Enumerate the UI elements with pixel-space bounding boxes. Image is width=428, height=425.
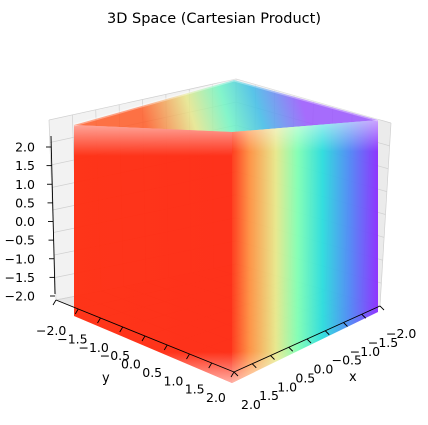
x-tick-mark bbox=[251, 363, 257, 369]
y-tick-mark bbox=[52, 299, 57, 306]
y-tick-label: 0.5 bbox=[142, 365, 162, 380]
x-tick-label: −1.5 bbox=[368, 335, 398, 350]
z-tick-label: −0.5 bbox=[5, 233, 35, 248]
x-tick-label: −0.5 bbox=[332, 353, 362, 368]
x-tick-label: 1.0 bbox=[277, 379, 297, 394]
cube-right-fade bbox=[232, 120, 378, 383]
y-tick-mark bbox=[186, 353, 190, 360]
y-tick-mark bbox=[97, 317, 101, 324]
y-tick-mark bbox=[230, 371, 235, 378]
z-tick-label: 0.5 bbox=[15, 195, 35, 210]
x-tick-label: 2.0 bbox=[241, 397, 261, 412]
y-tick-mark bbox=[74, 308, 79, 315]
z-tick-label: 2.0 bbox=[15, 140, 35, 155]
axis-lines bbox=[46, 135, 385, 378]
y-tick-label: −2.0 bbox=[36, 323, 66, 338]
z-axis-line bbox=[50, 135, 56, 295]
y-tick-label: 1.0 bbox=[164, 373, 184, 388]
y-tick-label: 1.5 bbox=[185, 382, 205, 397]
y-tick-label: 2.0 bbox=[206, 390, 226, 405]
cube-top-edge-fade bbox=[73, 78, 379, 127]
x-tick-label: 1.5 bbox=[259, 388, 279, 403]
x-tick-label: 0.0 bbox=[314, 362, 334, 377]
z-tick-label: −1.0 bbox=[5, 251, 35, 266]
x-tick-mark bbox=[288, 346, 294, 352]
grid-line-right-v bbox=[379, 122, 392, 307]
x-tick-mark bbox=[324, 330, 330, 336]
y-tick-mark bbox=[141, 335, 146, 342]
z-tick-label: 1.0 bbox=[15, 177, 35, 192]
y-tick-mark bbox=[119, 326, 124, 333]
z-tick-labels: −2.0 −1.5 −1.0 −0.5 0.0 0.5 1.0 1.5 2.0 bbox=[5, 140, 35, 304]
x-tick-label: 0.5 bbox=[295, 370, 315, 385]
y-tick-mark bbox=[208, 362, 213, 369]
x-axis-label: x bbox=[349, 370, 357, 385]
z-tick-label: −2.0 bbox=[5, 289, 35, 304]
z-tick-label: −1.5 bbox=[5, 270, 35, 285]
z-tick-label: 1.5 bbox=[15, 158, 35, 173]
y-tick-label: −1.5 bbox=[57, 331, 87, 346]
y-tick-labels: −2.0−1.5−1.0−0.50.00.51.01.52.0 bbox=[36, 323, 226, 405]
chart-title: 3D Space (Cartesian Product) bbox=[107, 11, 321, 27]
x-tick-labels: −2.0−1.5−1.0−0.50.00.51.01.52.0 bbox=[241, 326, 416, 412]
x-tick-mark bbox=[379, 305, 385, 311]
cube-top-face bbox=[74, 80, 378, 132]
x-tick-mark bbox=[361, 313, 367, 319]
y-tick-label: −0.5 bbox=[100, 348, 130, 363]
cube-left-fade bbox=[74, 125, 232, 383]
x-tick-label: −2.0 bbox=[386, 326, 416, 341]
z-tick-label: 0.0 bbox=[15, 214, 35, 229]
y-tick-label: −1.0 bbox=[79, 340, 109, 355]
x-tick-mark bbox=[233, 371, 239, 377]
x-tick-mark bbox=[270, 355, 275, 360]
y-tick-mark bbox=[163, 344, 168, 351]
y-tick-label: 0.0 bbox=[121, 357, 141, 372]
y-axis-label: y bbox=[102, 371, 110, 386]
point-cloud bbox=[73, 78, 379, 383]
x-tick-mark bbox=[306, 338, 312, 344]
x-tick-mark bbox=[343, 322, 348, 327]
x-tick-label: −1.0 bbox=[350, 344, 380, 359]
